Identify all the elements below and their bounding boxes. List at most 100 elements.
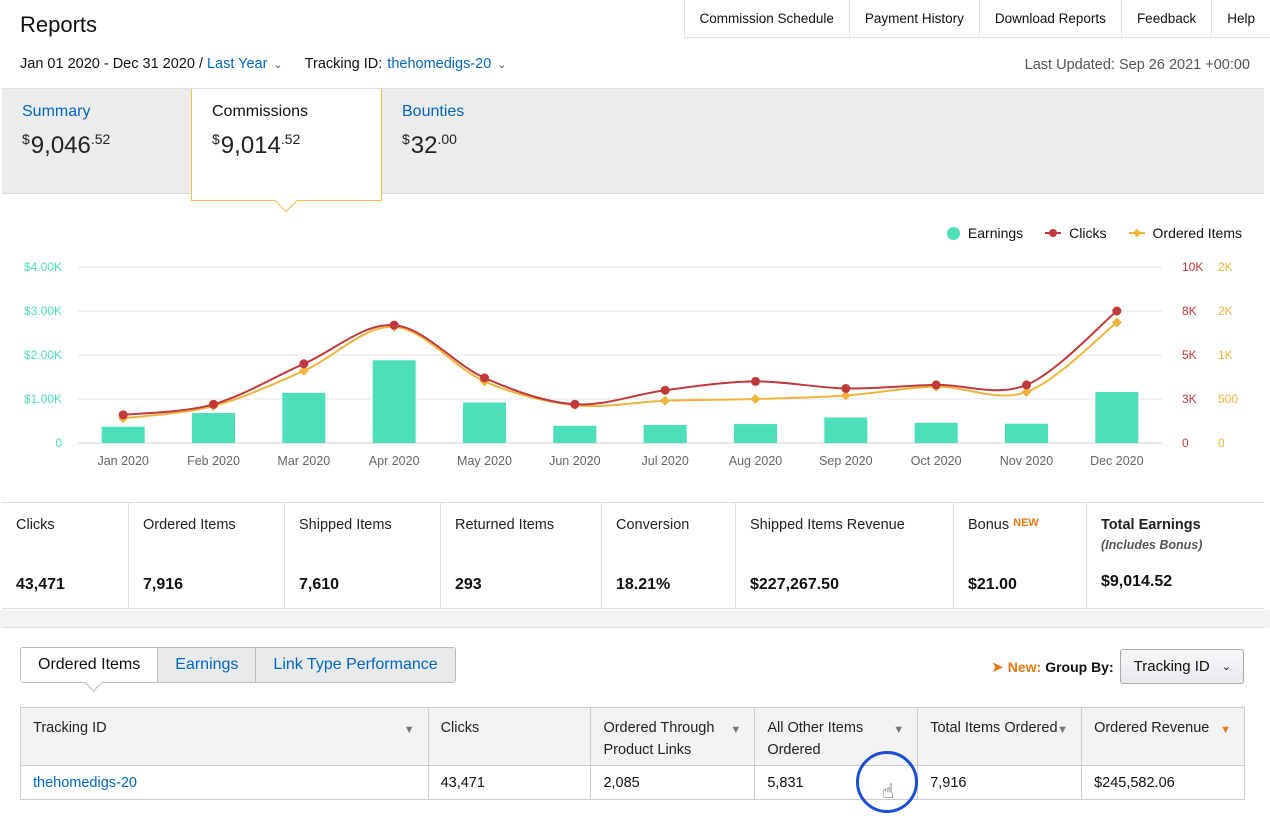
table-header-row: Tracking ID ▼ Clicks Ordered Through Prod…	[20, 707, 1245, 766]
group-by-select[interactable]: Tracking ID ⌄	[1119, 649, 1244, 684]
x-tick-label: May 2020	[457, 454, 512, 468]
legend-clicks[interactable]: Clicks	[1045, 225, 1107, 241]
y-tick-label-left: $1.00K	[24, 392, 62, 406]
clicks-point	[841, 383, 851, 393]
metric-conversion: Conversion 18.21%	[602, 503, 736, 608]
tracking-id-link[interactable]: thehomedigs-20	[20, 765, 429, 800]
group-by-value: Tracking ID	[1133, 658, 1210, 675]
legend-line-icon	[1045, 229, 1062, 237]
tracking-id-label: Tracking ID:	[304, 56, 383, 72]
x-tick-label: Mar 2020	[277, 454, 330, 468]
date-separator: /	[198, 56, 203, 72]
metric-shipped-revenue: Shipped Items Revenue $227,267.50	[736, 503, 954, 608]
clicks-point	[118, 410, 128, 420]
tab-earnings[interactable]: Earnings	[158, 648, 257, 682]
tracking-id-dropdown[interactable]: thehomedigs-20	[387, 56, 492, 72]
date-range-text: Jan 01 2020 - Dec 31 2020	[20, 56, 195, 72]
column-header-tracking-id[interactable]: Tracking ID ▼	[20, 707, 429, 766]
commission-schedule-button[interactable]: Commission Schedule	[685, 0, 850, 37]
clicks-point	[209, 399, 218, 409]
column-header-total-items[interactable]: Total Items Ordered ▼	[917, 707, 1083, 766]
sort-caret-icon[interactable]: ▼	[893, 724, 905, 736]
y-tick-label-right-items: 2K	[1218, 260, 1233, 274]
x-tick-label: Nov 2020	[1000, 454, 1054, 468]
report-tabs: Ordered Items Earnings Link Type Perform…	[20, 647, 456, 683]
table-row: thehomedigs-20 43,471 2,085 5,831 7,916 …	[20, 765, 1245, 800]
metric-value: $9,014.52	[1101, 573, 1173, 590]
ordered-items-line	[123, 321, 1118, 420]
group-by-control: ➤ New: Group By: Tracking ID ⌄	[991, 649, 1244, 684]
legend-earnings[interactable]: Earnings	[946, 225, 1023, 241]
clicks-point	[389, 320, 399, 330]
ordered-items-point	[1111, 317, 1122, 328]
sort-caret-icon[interactable]: ▼	[403, 724, 415, 736]
clicks-point	[931, 380, 941, 390]
column-header-ordered-revenue[interactable]: Ordered Revenue ▼	[1081, 707, 1245, 766]
earnings-bar	[553, 425, 597, 443]
metric-value: 18.21%	[616, 576, 671, 593]
feedback-button[interactable]: Feedback	[1122, 0, 1213, 37]
metric-shipped-items: Shipped Items 7,610	[285, 503, 441, 608]
table-cell: 7,916	[917, 765, 1083, 800]
earnings-bar	[1095, 391, 1139, 443]
x-tick-label: Jun 2020	[549, 454, 600, 468]
legend-dot-icon	[946, 226, 960, 240]
sort-caret-icon[interactable]: ▼	[1220, 724, 1231, 736]
y-tick-label-right-clicks: 3K	[1182, 392, 1197, 406]
metrics-row: Clicks 43,471 Ordered Items 7,916 Shippe…	[2, 502, 1264, 609]
clicks-point	[660, 385, 670, 395]
ordered-items-table: Tracking ID ▼ Clicks Ordered Through Prod…	[20, 707, 1245, 800]
x-tick-label: Jan 2020	[97, 454, 148, 468]
metric-label: Shipped Items Revenue	[750, 517, 905, 533]
legend-ordered-items[interactable]: Ordered Items	[1128, 225, 1242, 241]
clicks-line	[123, 310, 1118, 416]
legend-line-icon	[1128, 228, 1145, 238]
metric-total-earnings: Total Earnings (Includes Bonus) $9,014.5…	[1087, 503, 1264, 608]
clicks-point	[570, 399, 580, 409]
y-tick-label-right-clicks: 0	[1182, 436, 1189, 450]
earnings-bar	[282, 392, 326, 443]
metric-value: 7,610	[299, 576, 340, 593]
sort-caret-icon[interactable]: ▼	[730, 724, 742, 736]
payment-history-button[interactable]: Payment History	[850, 0, 980, 37]
last-updated-text: Last Updated: Sep 26 2021 +00:00	[1024, 57, 1250, 73]
tab-commissions[interactable]: Commissions $9,014.52	[191, 89, 382, 213]
y-tick-label-left: $4.00K	[24, 260, 62, 274]
tab-amount: $32.00	[402, 131, 457, 159]
help-button[interactable]: Help	[1227, 11, 1255, 26]
period-dropdown[interactable]: Last Year	[206, 56, 268, 72]
earnings-bar	[192, 413, 235, 443]
tab-bounties[interactable]: Bounties $32.00	[382, 89, 572, 195]
metric-label: Clicks	[16, 517, 55, 533]
group-by-label: Group By:	[1045, 658, 1114, 675]
table-cell: 43,471	[427, 765, 592, 800]
filter-bar: Jan 01 2020 - Dec 31 2020 / Last Year ⌄ …	[20, 56, 529, 72]
ordered-items-panel: Ordered Items Earnings Link Type Perform…	[2, 627, 1264, 816]
column-header-ordered-through[interactable]: Ordered Through Product Links ▼	[590, 707, 756, 766]
earnings-bar	[101, 426, 145, 443]
chevron-down-icon[interactable]: ⌄	[273, 58, 283, 71]
earnings-bar	[372, 360, 416, 443]
sort-caret-icon[interactable]: ▼	[1057, 724, 1069, 736]
tab-link-type-performance[interactable]: Link Type Performance	[256, 648, 455, 682]
y-tick-label-right-clicks: 8K	[1182, 304, 1197, 318]
earnings-bar	[1005, 423, 1048, 443]
download-reports-button[interactable]: Download Reports	[980, 0, 1122, 37]
chevron-down-icon[interactable]: ⌄	[497, 58, 507, 71]
metric-label: Ordered Items	[143, 517, 236, 533]
column-header-clicks[interactable]: Clicks	[427, 707, 592, 766]
cursor-highlight	[856, 751, 918, 813]
table-cell: 2,085	[590, 765, 756, 800]
tab-summary[interactable]: Summary $9,046.52	[2, 89, 192, 195]
metric-value: $21.00	[968, 576, 1017, 593]
x-tick-label: Oct 2020	[911, 454, 962, 468]
tab-ordered-items[interactable]: Ordered Items	[21, 648, 159, 682]
page-title: Reports	[20, 12, 98, 37]
metric-label: Conversion	[616, 517, 690, 533]
clicks-point	[299, 359, 309, 369]
tab-label: Summary	[22, 103, 91, 120]
earnings-bar	[734, 424, 777, 443]
clicks-point	[480, 373, 489, 383]
x-tick-label: Dec 2020	[1090, 454, 1144, 468]
x-tick-label: Apr 2020	[369, 454, 420, 468]
